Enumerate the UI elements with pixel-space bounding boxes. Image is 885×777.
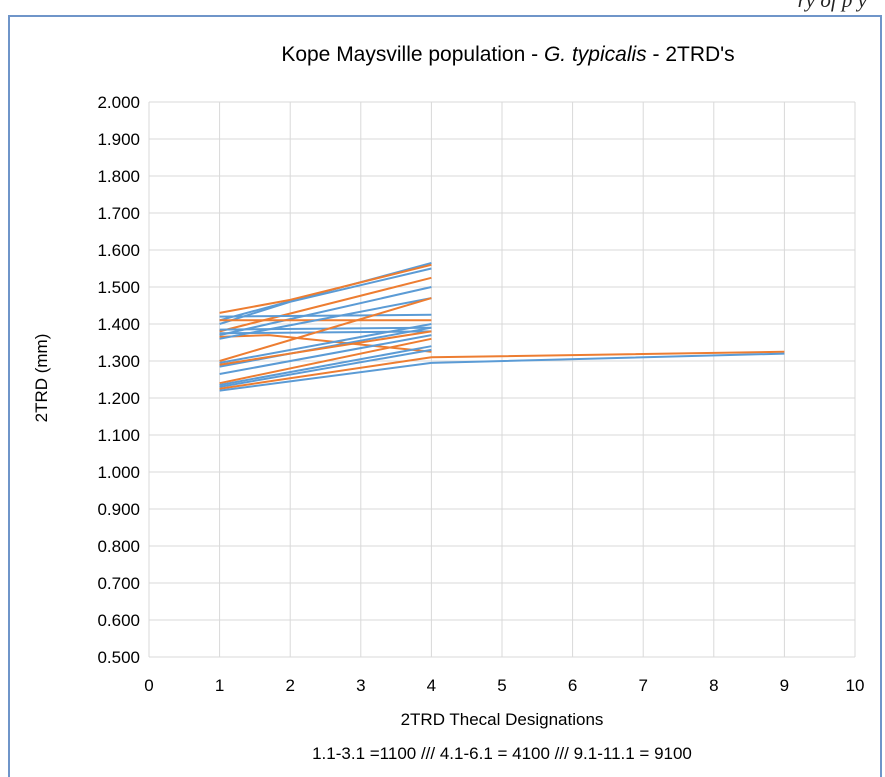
series-line-6 [219, 313, 432, 318]
series-line-5 [219, 286, 432, 337]
series-line-12 [219, 297, 432, 362]
series-line-11 [219, 297, 432, 340]
series-line-15 [219, 330, 432, 366]
chart-frame [8, 15, 882, 777]
x-tick-label: 8 [709, 676, 718, 695]
series-line-16 [219, 334, 432, 375]
series-line-2 [219, 263, 432, 314]
x-tick-label: 6 [568, 676, 577, 695]
y-tick-label: 1.900 [97, 130, 140, 149]
chart-title-part-1: G. typicalis [544, 43, 647, 66]
y-tick-label: 0.800 [97, 537, 140, 556]
x-axis-subtitle: 1.1-3.1 =1100 /// 4.1-6.1 = 4100 /// 9.1… [312, 744, 692, 763]
x-tick-label: 5 [497, 676, 506, 695]
header-fragment-text: ry of p y [797, 0, 867, 12]
y-axis-title: 2TRD (mm) [32, 334, 51, 423]
y-tick-label: 1.400 [97, 315, 140, 334]
x-axis-title: 2TRD Thecal Designations [401, 710, 604, 729]
series-line-13 [219, 323, 432, 364]
series-line-18 [219, 345, 432, 386]
y-tick-label: 0.600 [97, 611, 140, 630]
y-tick-labels: 0.500 0.600 0.700 0.800 0.900 1.000 1.100 1.200… [97, 93, 140, 667]
series-line-20 [219, 350, 785, 390]
page-header-fragment: ry of p y [0, 0, 885, 18]
chart-title-part-2: - 2TRD's [647, 43, 735, 66]
series-line-21 [219, 352, 785, 392]
y-tick-label: 1.500 [97, 278, 140, 297]
y-tick-label: 1.100 [97, 426, 140, 445]
x-tick-label: 4 [427, 676, 436, 695]
chart-title-part-0: Kope Maysville population - [281, 43, 544, 66]
x-tick-label: 0 [144, 676, 153, 695]
y-tick-label: 2.000 [97, 93, 140, 112]
chart-title: Kope Maysville population - G. typicalis… [281, 43, 734, 66]
series-line-17 [219, 337, 432, 385]
x-tick-label: 3 [356, 676, 365, 695]
series-lines [219, 262, 785, 392]
y-tick-label: 1.600 [97, 241, 140, 260]
y-tick-label: 0.500 [97, 648, 140, 667]
x-tick-label: 7 [638, 676, 647, 695]
y-tick-label: 0.700 [97, 574, 140, 593]
series-line-19 [219, 348, 432, 388]
y-tick-label: 1.700 [97, 204, 140, 223]
x-tick-label: 2 [285, 676, 294, 695]
series-line-4 [219, 276, 432, 333]
x-tick-label: 9 [780, 676, 789, 695]
x-tick-label: 10 [846, 676, 865, 695]
y-tick-label: 1.000 [97, 463, 140, 482]
y-tick-label: 1.200 [97, 389, 140, 408]
y-tick-label: 1.800 [97, 167, 140, 186]
y-tick-label: 1.300 [97, 352, 140, 371]
x-tick-labels: 0 1 2 3 4 5 6 7 8 9 10 [144, 676, 864, 695]
y-tick-label: 0.900 [97, 500, 140, 519]
x-tick-label: 1 [215, 676, 224, 695]
